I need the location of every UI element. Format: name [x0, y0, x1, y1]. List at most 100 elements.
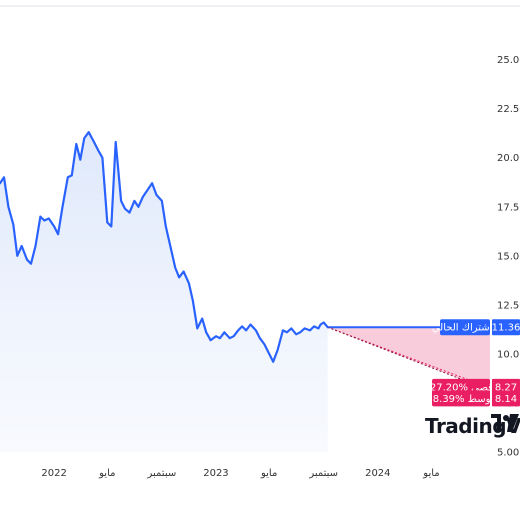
series-point: [255, 329, 257, 331]
series-point: [48, 217, 50, 220]
series-point: [313, 325, 315, 327]
series-point: [67, 176, 69, 178]
series-point: [317, 327, 319, 329]
forecast-max-flag-label: -27.20% أقصى: [426, 380, 496, 393]
series-point: [237, 329, 239, 331]
series-point: [320, 323, 322, 326]
series-point: [327, 326, 329, 328]
series-point: [133, 200, 135, 202]
series-point: [155, 194, 158, 196]
series-point: [120, 200, 122, 202]
series-point: [101, 157, 103, 159]
series-point: [12, 223, 14, 225]
series-point: [268, 353, 270, 355]
series-point: [304, 327, 306, 329]
series-point: [137, 206, 139, 208]
series-point: [183, 270, 185, 273]
series-point: [241, 325, 243, 327]
series-point: [223, 331, 225, 333]
series-point: [174, 267, 176, 269]
y-tick-label: 25.00: [497, 55, 520, 66]
forecast-avg-flag-label: -28.39% متوسط: [423, 394, 499, 405]
series-point: [282, 329, 284, 331]
series-point: [21, 245, 23, 247]
x-tick-label: سبتمبر: [146, 468, 176, 479]
series-point: [39, 216, 42, 218]
series-point: [34, 245, 37, 247]
series-point: [53, 225, 55, 227]
series-point: [188, 282, 190, 284]
plot-area: [0, 131, 491, 452]
series-point: [259, 337, 261, 339]
series-point: [229, 337, 231, 339]
series-point: [106, 221, 108, 224]
series-point: [210, 339, 212, 341]
y-tick-label: 12.50: [497, 300, 520, 311]
series-point: [277, 349, 279, 351]
series-area: [0, 132, 328, 452]
forecast-range-area: [327, 327, 490, 391]
x-tick-label: سبتمبر: [308, 468, 338, 479]
series-point: [75, 143, 77, 145]
series-point: [295, 333, 297, 335]
x-tick-label: 2024: [365, 468, 390, 479]
y-tick-label: 17.50: [497, 202, 520, 213]
x-tick-label: مايو: [260, 468, 277, 479]
tradingview-logo-icon: [491, 414, 519, 432]
series-point: [93, 141, 95, 143]
x-tick-label: 2022: [41, 468, 66, 479]
y-tick-label: 5.00: [497, 448, 519, 459]
series-point: [309, 329, 311, 331]
series-point: [215, 335, 217, 337]
forecast-avg-flag-value-flag-value: 8.14: [495, 394, 517, 405]
current-price-label: الاشتراك الحالي: [432, 323, 498, 334]
series-point: [115, 141, 117, 143]
series-point: [142, 196, 144, 198]
series-point: [249, 323, 252, 326]
series-point: [30, 263, 32, 265]
series-point: [0, 182, 1, 184]
forecast-max-flag-value-flag-value: 8.27: [495, 382, 517, 393]
current-price-flag: الاشتراك الحالي: [432, 319, 498, 336]
series-point: [16, 255, 18, 257]
series-point: [161, 200, 163, 202]
series-point: [286, 331, 288, 333]
series-point: [219, 337, 221, 339]
series-point: [165, 225, 167, 227]
series-point: [97, 149, 99, 151]
series-point: [83, 137, 85, 139]
series-point: [26, 259, 28, 261]
series-point: [57, 233, 59, 235]
x-axis: 2022 مايو سبتمبر 2023 مايو سبتمبر 2024 مايو: [41, 468, 439, 479]
series-point: [245, 329, 247, 331]
series-point: [323, 321, 325, 324]
series-point: [178, 276, 180, 278]
y-tick-label: 15.00: [497, 251, 520, 262]
series-point: [196, 327, 198, 329]
series-point: [290, 327, 292, 329]
series-point: [124, 208, 126, 210]
series-point: [3, 176, 5, 178]
series-point: [169, 245, 171, 247]
y-tick-label: 20.00: [497, 153, 520, 164]
y-tick-label: 10.00: [497, 349, 520, 360]
series-point: [205, 331, 207, 333]
series-point: [151, 182, 153, 184]
series-point: [192, 300, 194, 302]
tradingview-logo: TradingView: [422, 413, 520, 439]
series-point: [201, 318, 203, 320]
series-point: [272, 361, 274, 363]
series-point: [7, 206, 9, 208]
series-point: [88, 131, 90, 133]
x-tick-label: 2023: [203, 468, 228, 479]
series-point: [71, 174, 73, 176]
series-point: [43, 219, 45, 222]
forecast-avg-flag: -28.39% متوسط: [423, 390, 499, 407]
current-price-value-flag-value: 11.36: [492, 323, 520, 334]
current-price-value-flag: 11.36: [492, 319, 520, 336]
x-tick-label: مايو: [422, 468, 439, 479]
series-point: [110, 225, 112, 227]
y-tick-label: 22.50: [497, 104, 520, 115]
